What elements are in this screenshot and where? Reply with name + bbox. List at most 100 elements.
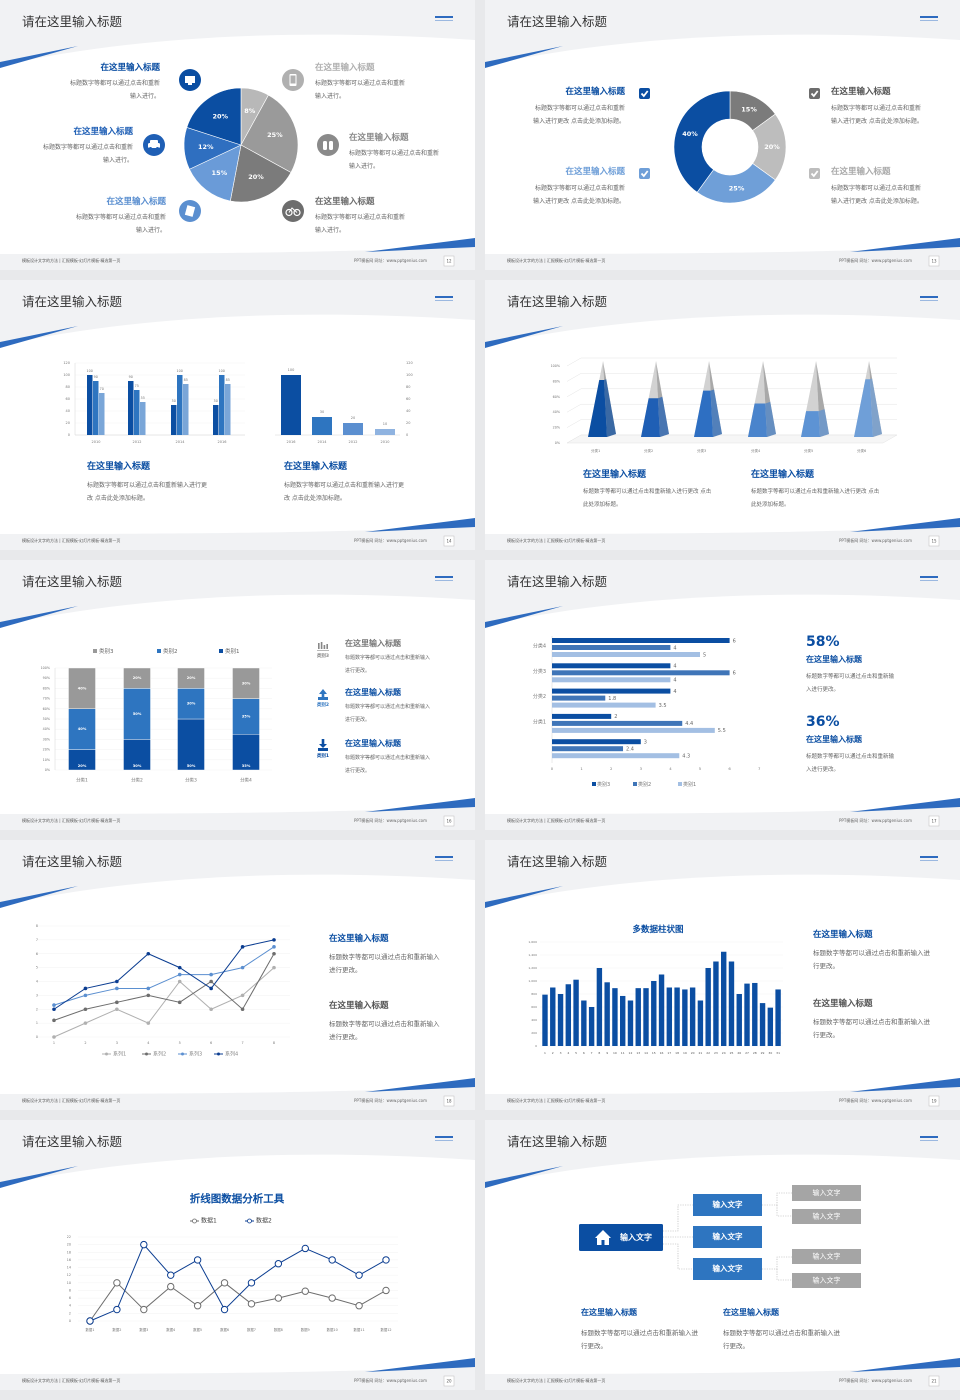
- x-tick-label: 11: [621, 1051, 625, 1055]
- item-title: 在这里输入标题: [723, 1308, 779, 1317]
- slide-16[interactable]: 16 0% 10% 20% 30% 40% 50% 60% 70% 80% 90% 100% 类别3 类别…: [0, 560, 475, 830]
- x-tick-label: 2010: [381, 440, 390, 444]
- slide-13[interactable]: 13 15% 20% 25% 40% 请在这里输入标题 模板设计文字的方法 | 汇报模板·幻…: [485, 0, 960, 270]
- item-description: 标题数字等都可以通过点击和重新输入进行更改。: [345, 655, 431, 674]
- slide-15[interactable]: 15 0% 20% 40% 60% 80% 100% 分类1 分类2 分类3 分类4 分类5 分类6 请在…: [485, 280, 960, 550]
- data-label: 4.4: [685, 721, 693, 727]
- y-tick-label: 8: [69, 1288, 71, 1292]
- data-label: 35%: [242, 764, 251, 768]
- legend-label: 类别2: [638, 781, 651, 788]
- accent-stripe-bottom: [850, 798, 960, 812]
- data-label: 50%: [133, 712, 142, 716]
- checkbox-icon[interactable]: [809, 88, 820, 99]
- y-tick-label: 1: [36, 1021, 38, 1025]
- x-tick-label: 8: [598, 1051, 600, 1055]
- branch-node[interactable]: [693, 1258, 762, 1280]
- icon-shape: [285, 208, 293, 217]
- x-tick-label: 19: [683, 1051, 687, 1055]
- y-tick-label: 20%: [553, 426, 560, 430]
- checkbox-icon[interactable]: [809, 168, 820, 179]
- branch-node[interactable]: [693, 1194, 762, 1216]
- data-point: [146, 993, 151, 998]
- legend-label: 类别3: [99, 647, 114, 655]
- slide-12[interactable]: 12 8% 25% 20% 15% 12% 20% 请在这里输入标题 模板设计文字的方法 | 汇…: [0, 0, 475, 270]
- slice-label: 25%: [267, 131, 283, 139]
- item-description: 标题数字等都可以通过点击和重新输入进行更改 点击此处添加标题。: [533, 185, 625, 205]
- footer-left-text: 模板设计文字的方法 | 汇报模板·幻灯片模板·精选第一页: [22, 1378, 121, 1383]
- slide-18[interactable]: 18 0 1 2 3 4 5 6 7 8 1 2 3 4 5 6 7 8 系列1 系列2 系列3 系列4 请在这里输入标题模…: [0, 840, 475, 1110]
- slice-label: 15%: [212, 169, 228, 177]
- bar: [627, 1000, 634, 1046]
- accent-stripe-bottom: [850, 238, 960, 252]
- icon-shape: [595, 1230, 611, 1238]
- logo-mark: [435, 296, 453, 298]
- slide-20[interactable]: 20 0 2 4 6 8 10 12 14 16 18 20 22 数据1 数据2 数据3 数据4 数据5 数据6 数…: [0, 1120, 475, 1390]
- slice-label: 8%: [244, 107, 256, 115]
- logo-mark: [920, 1136, 938, 1138]
- pyramid-bar-front: [588, 380, 607, 437]
- y-tick-label: 80%: [43, 686, 50, 690]
- y-tick-label: 1,600: [528, 940, 537, 944]
- stacked-bar-segment: [68, 708, 96, 750]
- slide-21[interactable]: 21 输入文字 输入文字 输入文字 输入文字 输入文字 输入文字 输入文字 输入文字 请在这里输入…: [485, 1120, 960, 1390]
- item-description: 标题数字等都可以通过点击和重新输入进行。: [42, 144, 133, 164]
- bar: [213, 405, 219, 435]
- y-tick-label: 200: [531, 1031, 537, 1035]
- slice-label: 20%: [212, 112, 228, 120]
- data-point: [83, 986, 88, 991]
- binoculars-icon: [317, 134, 339, 156]
- y-tick-label: 100: [63, 373, 70, 377]
- leaf-node[interactable]: [792, 1185, 861, 1201]
- bar: [651, 981, 657, 1046]
- logo-mark: [435, 1140, 453, 1141]
- logo-mark: [435, 860, 453, 861]
- data-point: [167, 1271, 175, 1279]
- checkbox-icon[interactable]: [639, 88, 650, 99]
- slide-19[interactable]: 19 0 200 400 600 800 1,000 1,200 1,400 1,600 1 2 3 4 5…: [485, 840, 960, 1110]
- y-tick-label: 7: [36, 938, 38, 942]
- checkbox-box: [809, 168, 820, 179]
- branch-node[interactable]: [693, 1226, 762, 1248]
- slide-17[interactable]: 17 0 1 2 3 4 5 6 7 分类4 6 4 5 分类3 4 6 4 分类2 4 1.8 3.5 分类1 2 4.4 5…: [485, 560, 960, 830]
- bar: [552, 677, 671, 683]
- y-tick-label: 60%: [43, 707, 50, 711]
- item-description: 标题数字等都可以通过点击和重新输入进行更改 点击此处添加标题。: [533, 105, 625, 125]
- y-tick-label: 120: [63, 361, 70, 365]
- legend-label: 系列2: [153, 1051, 166, 1058]
- y-tick-label: 0: [68, 433, 70, 437]
- data-point: [146, 951, 151, 956]
- y-tick-label: 120: [406, 361, 413, 365]
- x-tick-label: 分类4: [240, 777, 252, 784]
- accent-stripe-top: [0, 326, 78, 348]
- y-tick-label: 60: [406, 397, 410, 401]
- pie-slice: [189, 144, 242, 202]
- accent-stripe-bottom: [365, 238, 475, 252]
- slide-14[interactable]: 14 0 20 40 60 80 100 120 2010 100 90 70 2012 90 75 55 20…: [0, 280, 475, 550]
- pyramid-bar-front: [641, 398, 660, 437]
- leaf-node[interactable]: [792, 1273, 861, 1288]
- logo-mark: [920, 576, 938, 578]
- x-tick-label: 分类5: [804, 448, 813, 453]
- x-tick-label: 分类2: [131, 777, 143, 784]
- pyramid-bar-front: [801, 411, 820, 437]
- data-point: [220, 1305, 229, 1314]
- icon-shape: [326, 644, 328, 649]
- stacked-bar-segment: [177, 667, 205, 689]
- footer-left-text: 模板设计文字的方法 | 汇报模板·幻灯片模板·精选第一页: [22, 538, 121, 543]
- slide-canvas: 12 8% 25% 20% 15% 12% 20%: [0, 0, 475, 270]
- checkbox-icon[interactable]: [639, 168, 650, 179]
- x-tick-label: 28: [753, 1051, 757, 1055]
- data-label: 90: [129, 375, 133, 379]
- x-tick-label: 数据12: [380, 1327, 391, 1332]
- legend-marker: [105, 1052, 108, 1056]
- leaf-node[interactable]: [792, 1209, 861, 1224]
- data-point: [240, 1007, 245, 1012]
- segment-label: 15%: [741, 106, 757, 114]
- leaf-node[interactable]: [792, 1249, 861, 1264]
- x-tick-label: 12: [629, 1051, 633, 1055]
- slide-title: 请在这里输入标题: [22, 14, 123, 29]
- slide-canvas: 20 0 2 4 6 8 10 12 14 16 18 20 22 数据1 数据2 数据3 数据4 数据5 数据6 数…: [0, 1120, 475, 1390]
- icon-shape: [288, 207, 298, 213]
- data-label: 3: [644, 740, 647, 746]
